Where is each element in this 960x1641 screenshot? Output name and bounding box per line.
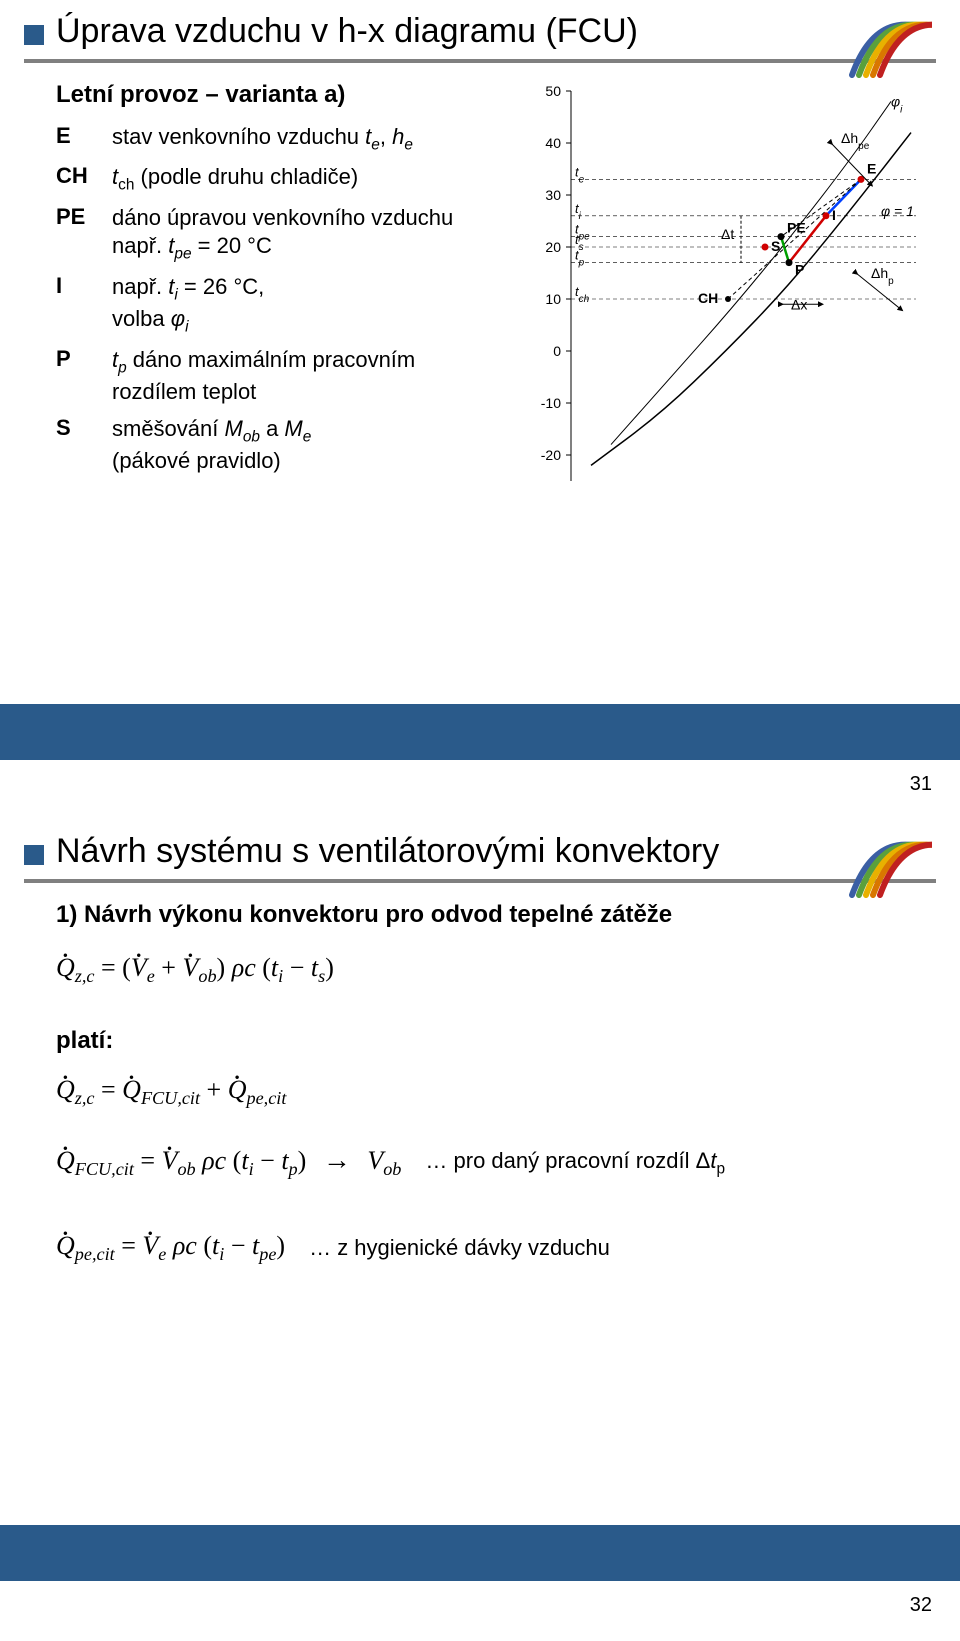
slide-title: Návrh systému s ventilátorovými konvekto… xyxy=(56,832,719,871)
definition-key: P xyxy=(56,346,112,407)
equation-2-note: … pro daný pracovní rozdíl Δtp xyxy=(425,1148,725,1178)
definition-value: stav venkovního vzduchu te, he xyxy=(112,123,496,155)
definition-value: tch (podle druhu chladiče) xyxy=(112,163,496,195)
definition-row: P tp dáno maximálním pracovním rozdílem … xyxy=(56,346,496,407)
svg-text:20: 20 xyxy=(545,239,561,255)
plati-label: platí: xyxy=(56,1027,904,1055)
svg-text:S: S xyxy=(771,238,780,254)
slide-title: Úprava vzduchu v h-x diagramu (FCU) xyxy=(56,12,638,51)
definition-value: směšování Mob a Me(pákové pravidlo) xyxy=(112,415,496,476)
definition-row: E stav venkovního vzduchu te, he xyxy=(56,123,496,155)
section-heading: 1) Návrh výkonu konvektoru pro odvod tep… xyxy=(56,901,904,929)
svg-text:Δt: Δt xyxy=(721,226,734,242)
svg-text:I: I xyxy=(832,207,836,223)
svg-text:PE: PE xyxy=(787,220,806,236)
footer-strip xyxy=(0,704,960,760)
logo-icon xyxy=(842,20,932,80)
definition-row: PE dáno úpravou venkovního vzduchu např.… xyxy=(56,204,496,265)
footer-strip xyxy=(0,1525,960,1581)
slide-content: Letní provoz – varianta a) E stav venkov… xyxy=(0,63,960,496)
equation-3-note: … z hygienické dávky vzduchu xyxy=(309,1235,610,1261)
svg-text:te: te xyxy=(575,164,585,185)
svg-text:-20: -20 xyxy=(541,447,561,463)
svg-text:40: 40 xyxy=(545,135,561,151)
equation-3: Qpe,cit = Ve ρc (ti − tpe) xyxy=(56,1231,285,1265)
svg-text:50: 50 xyxy=(545,83,561,99)
definition-value: tp dáno maximálním pracovním rozdílem te… xyxy=(112,346,496,407)
equation-1: Qz,c = QFCU,cit + Qpe,cit xyxy=(56,1075,904,1109)
definition-key: CH xyxy=(56,163,112,195)
definitions-column: Letní provoz – varianta a) E stav venkov… xyxy=(56,81,496,496)
hx-diagram-chart: -20-1001020304050tetitpetstptchφiφ = 1EI… xyxy=(516,81,926,491)
logo-icon xyxy=(842,840,932,900)
definition-row: I např. ti = 26 °C,volba φi xyxy=(56,273,496,338)
svg-text:30: 30 xyxy=(545,187,561,203)
equation-2: QFCU,cit = Vob ρc (ti − tp) → Vob xyxy=(56,1145,401,1180)
svg-text:0: 0 xyxy=(553,343,561,359)
slide-content: 1) Návrh výkonu konvektoru pro odvod tep… xyxy=(0,883,960,1283)
title-row: Úprava vzduchu v h-x diagramu (FCU) xyxy=(0,0,960,55)
slide-32: Návrh systému s ventilátorovými konvekto… xyxy=(0,820,960,1641)
svg-text:P: P xyxy=(795,262,804,278)
definition-key: I xyxy=(56,273,112,338)
slide-31: Úprava vzduchu v h-x diagramu (FCU) Letn… xyxy=(0,0,960,820)
title-bullet-icon xyxy=(24,25,44,45)
svg-text:Δhp: Δhp xyxy=(871,265,894,287)
page-number: 32 xyxy=(910,1594,932,1617)
svg-text:ti: ti xyxy=(575,201,582,222)
definition-value: např. ti = 26 °C,volba φi xyxy=(112,273,496,338)
svg-text:Δhpe: Δhpe xyxy=(841,130,870,152)
definition-list: E stav venkovního vzduchu te, heCH tch (… xyxy=(56,123,496,476)
title-row: Návrh systému s ventilátorovými konvekto… xyxy=(0,820,960,875)
title-bullet-icon xyxy=(24,845,44,865)
equation-2-row: QFCU,cit = Vob ρc (ti − tp) → Vob … pro … xyxy=(56,1127,904,1198)
svg-text:CH: CH xyxy=(698,290,718,306)
definition-key: S xyxy=(56,415,112,476)
svg-text:E: E xyxy=(867,160,876,176)
svg-text:tch: tch xyxy=(575,284,590,305)
definition-row: S směšování Mob a Me(pákové pravidlo) xyxy=(56,415,496,476)
svg-text:φi: φi xyxy=(891,94,903,116)
definition-row: CH tch (podle druhu chladiče) xyxy=(56,163,496,195)
svg-text:-10: -10 xyxy=(541,395,561,411)
equation-main: Qz,c = (Ve + Vob) ρc (ti − ts) xyxy=(56,953,904,987)
equation-3-row: Qpe,cit = Ve ρc (ti − tpe) … z hygienick… xyxy=(56,1213,904,1283)
definition-key: E xyxy=(56,123,112,155)
definition-key: PE xyxy=(56,204,112,265)
svg-text:10: 10 xyxy=(545,291,561,307)
chart-column: -20-1001020304050tetitpetstptchφiφ = 1EI… xyxy=(516,81,936,496)
definition-value: dáno úpravou venkovního vzduchu např. tp… xyxy=(112,204,496,265)
svg-text:φ = 1: φ = 1 xyxy=(881,203,914,219)
subtitle: Letní provoz – varianta a) xyxy=(56,81,496,109)
page-number: 31 xyxy=(910,773,932,796)
